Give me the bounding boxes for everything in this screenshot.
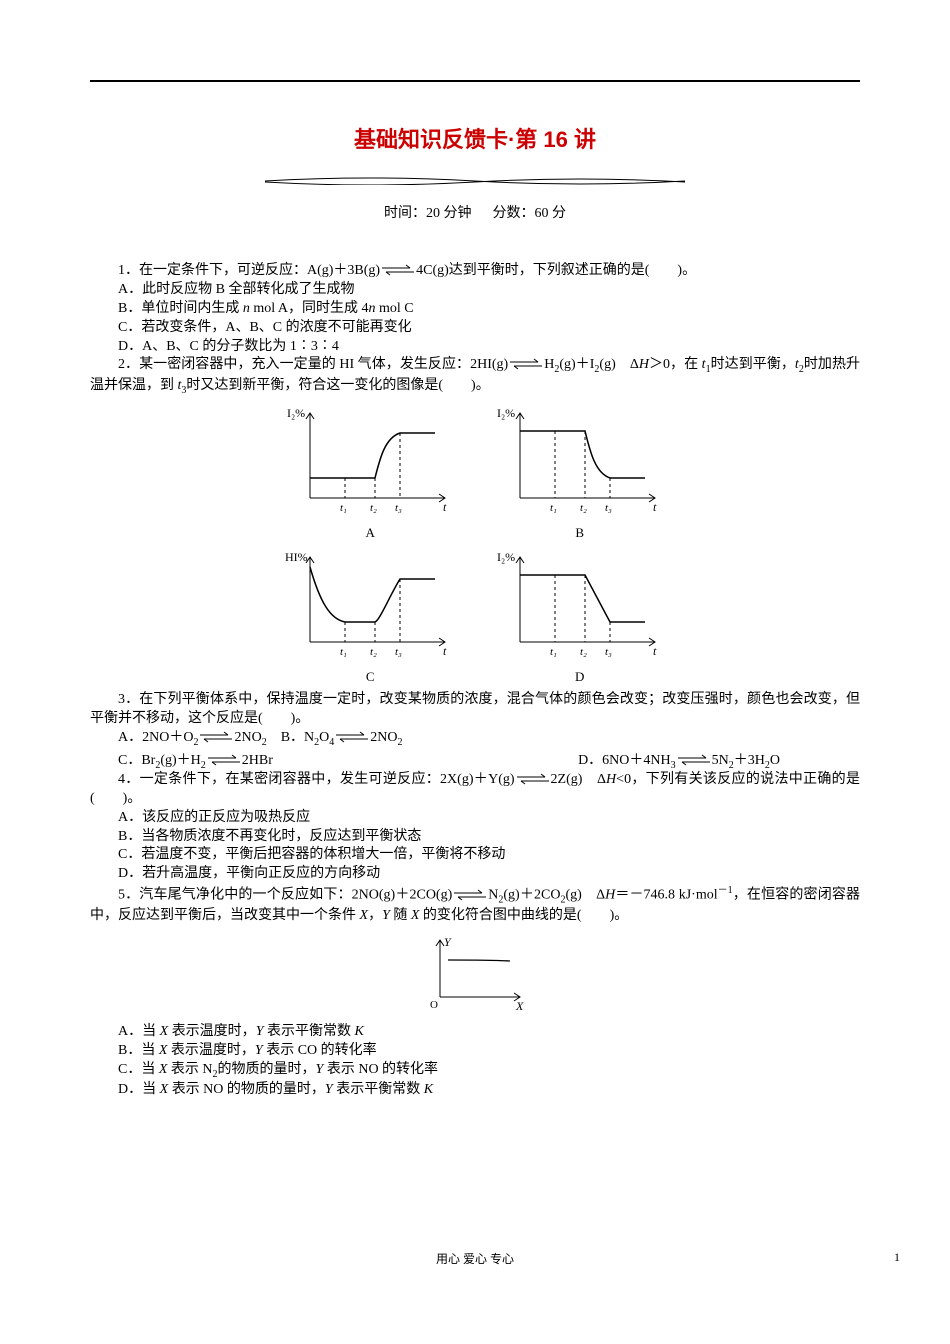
svg-text:I₂%: I₂% (497, 406, 515, 420)
svg-text:I₂%: I₂% (497, 550, 515, 564)
score-text: 分数：60 分 (493, 206, 567, 221)
top-rule (90, 80, 860, 82)
meta-line: 时间：20 分钟 分数：60 分 (90, 202, 860, 222)
svg-text:t: t (443, 500, 447, 514)
time-text: 时间：20 分钟 (384, 206, 472, 221)
q4-stem: 4．一定条件下，在某密闭容器中，发生可逆反应：2X(g)＋Y(g)2Z(g) Δ… (90, 771, 860, 809)
q3-stem: 3．在下列平衡体系中，保持温度一定时，改变某物质的浓度，混合气体的颜色会改变；改… (90, 691, 860, 729)
q4-A: A．该反应的正反应为吸热反应 (90, 809, 860, 828)
svg-text:t₂: t₂ (370, 502, 377, 514)
equilibrium-arrow-icon (452, 891, 488, 901)
q1-D: D．A、B、C 的分子数比为 1∶3∶4 (90, 338, 860, 357)
q5-B: B．当 X 表示温度时，Y 表示 CO 的转化率 (90, 1042, 860, 1061)
svg-text:t₂: t₂ (580, 646, 587, 658)
svg-text:t₂: t₂ (370, 646, 377, 658)
q1-C: C．若改变条件，A、B、C 的浓度不可能再变化 (90, 319, 860, 338)
chart-D: I₂% t t₁ t₂ t₃ D (495, 547, 665, 685)
chart-row-1: I₂% t t₁ t₂ t₃ A (90, 403, 860, 541)
svg-text:t: t (443, 644, 447, 658)
svg-text:O: O (430, 999, 438, 1011)
svg-text:t₂: t₂ (580, 502, 587, 514)
svg-text:t: t (653, 644, 657, 658)
svg-text:t: t (653, 500, 657, 514)
equilibrium-arrow-icon (380, 266, 416, 276)
svg-text:HI%: HI% (285, 550, 308, 564)
footer: 用心 爱心 专心 1 (90, 1250, 860, 1267)
svg-text:t₁: t₁ (550, 502, 557, 514)
q5-A: A．当 X 表示温度时，Y 表示平衡常数 K (90, 1023, 860, 1042)
equilibrium-arrow-icon (206, 756, 242, 766)
svg-text:X: X (515, 999, 524, 1012)
q1-B: B．单位时间内生成 n mol A，同时生成 4n mol C (90, 300, 860, 319)
q5-C: C．当 X 表示 N2的物质的量时，Y 表示 NO 的转化率 (90, 1061, 860, 1081)
q5-stem: 5．汽车尾气净化中的一个反应如下：2NO(g)＋2CO(g)N2(g)＋2CO2… (90, 884, 860, 926)
q1-A: A．此时反应物 B 全部转化成了生成物 (90, 281, 860, 300)
q4-D: D．若升高温度，平衡向正反应的方向移动 (90, 865, 860, 884)
q4-B: B．当各物质浓度不再变化时，反应达到平衡状态 (90, 828, 860, 847)
q1-stem: 1．在一定条件下，可逆反应：A(g)＋3B(g)4C(g)达到平衡时，下列叙述正… (90, 262, 860, 281)
svg-text:t₃: t₃ (605, 646, 612, 658)
equilibrium-arrow-icon (334, 733, 370, 743)
page-title: 基础知识反馈卡·第 16 讲 (90, 122, 860, 154)
chart-row-2: HI% t t₁ t₂ t₃ C I₂% (90, 547, 860, 685)
svg-text:t₁: t₁ (550, 646, 557, 658)
svg-text:t₃: t₃ (605, 502, 612, 514)
svg-text:t₃: t₃ (395, 646, 402, 658)
svg-text:Y: Y (444, 935, 452, 949)
svg-text:t₁: t₁ (340, 502, 347, 514)
svg-text:t₁: t₁ (340, 646, 347, 658)
content-body: 1．在一定条件下，可逆反应：A(g)＋3B(g)4C(g)达到平衡时，下列叙述正… (90, 262, 860, 1100)
q3-CD: C．Br2(g)＋H22HBr D．6NO＋4NH35N2＋3H2O (90, 749, 860, 771)
chart-A: I₂% t t₁ t₂ t₃ A (285, 403, 455, 541)
equilibrium-arrow-icon (676, 756, 712, 766)
q5-chart: Y X O (90, 932, 860, 1017)
equilibrium-arrow-icon (515, 775, 551, 785)
page-number: 1 (894, 1250, 900, 1265)
q2-stem: 2．某一密闭容器中，充入一定量的 HI 气体，发生反应：2HI(g)H2(g)＋… (90, 356, 860, 397)
ornamental-divider (90, 174, 860, 190)
svg-text:I₂%: I₂% (287, 406, 305, 420)
svg-text:t₃: t₃ (395, 502, 402, 514)
q4-C: C．若温度不变，平衡后把容器的体积增大一倍，平衡将不移动 (90, 846, 860, 865)
footer-text: 用心 爱心 专心 (436, 1252, 514, 1266)
q5-D: D．当 X 表示 NO 的物质的量时，Y 表示平衡常数 K (90, 1081, 860, 1100)
chart-B: I₂% t t₁ t₂ t₃ B (495, 403, 665, 541)
chart-C: HI% t t₁ t₂ t₃ C (285, 547, 455, 685)
q3-AB: A．2NO＋O22NO2 B．N2O42NO2 (90, 729, 860, 749)
equilibrium-arrow-icon (508, 360, 544, 370)
equilibrium-arrow-icon (198, 733, 234, 743)
